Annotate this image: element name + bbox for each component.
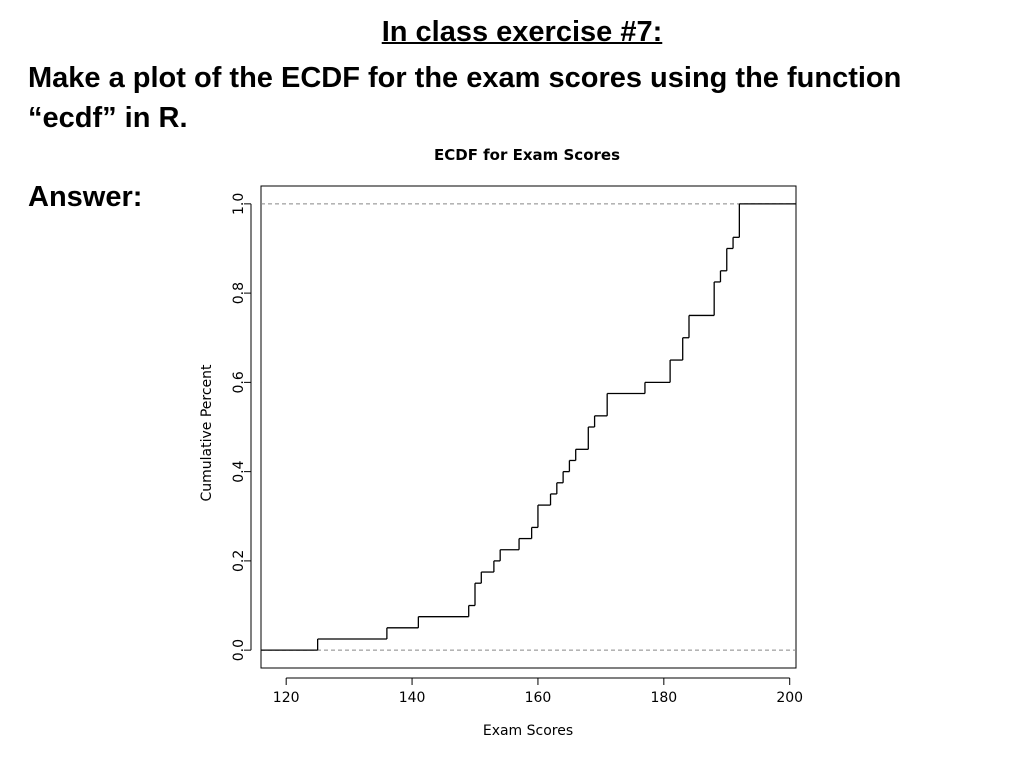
ecdf-step-line xyxy=(261,203,796,651)
reference-lines xyxy=(261,203,796,651)
x-tick-label: 160 xyxy=(525,690,552,706)
x-tick-label: 200 xyxy=(776,690,803,706)
y-tick-label: 1.0 xyxy=(231,193,247,215)
plot-frame xyxy=(260,185,797,669)
y-tick-label: 0.8 xyxy=(231,282,247,304)
y-tick-label: 0.2 xyxy=(231,550,247,572)
y-tick-label: 0.4 xyxy=(231,460,247,482)
y-axis: 0.0 0.2 0.4 0.6 0.8 1.0 xyxy=(231,193,252,661)
x-axis: 120 140 160 180 200 xyxy=(273,677,803,706)
answer-label: Answer: xyxy=(28,181,143,213)
chart-title: ECDF for Exam Scores xyxy=(434,146,620,164)
x-tick-label: 140 xyxy=(399,690,426,706)
x-axis-label: Exam Scores xyxy=(483,723,573,739)
instruction-text: Make a plot of the ECDF for the exam sco… xyxy=(28,62,902,134)
slide-title: In class exercise #7: xyxy=(0,16,1024,49)
y-tick-label: 0.0 xyxy=(231,639,247,661)
slide-title-text: In class exercise #7: xyxy=(381,16,663,48)
x-tick-label: 120 xyxy=(273,690,300,706)
y-tick-label: 0.6 xyxy=(231,371,247,393)
y-axis-label: Cumulative Percent xyxy=(199,364,215,502)
x-tick-label: 180 xyxy=(650,690,677,706)
